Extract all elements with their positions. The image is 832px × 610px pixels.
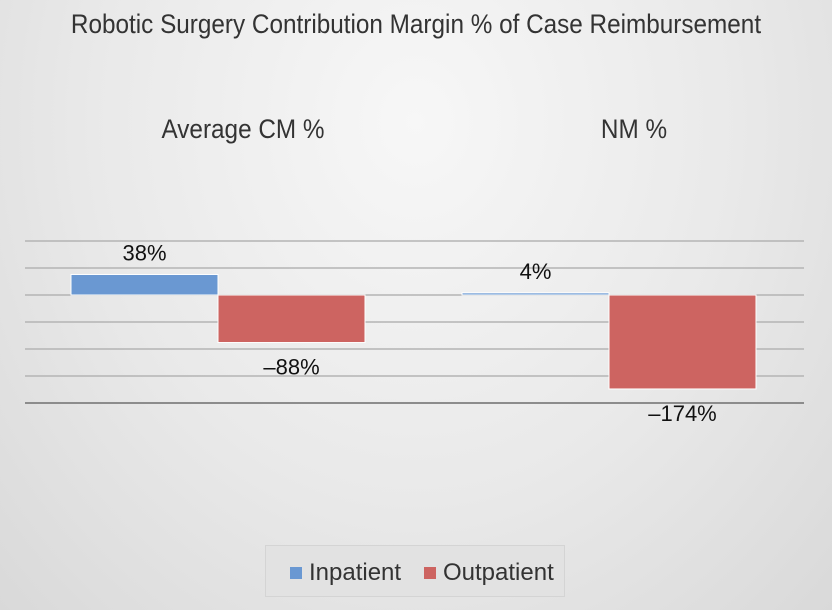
legend-label-inpatient: Inpatient (309, 559, 402, 586)
data-label-inpatient-1: 4% (520, 259, 552, 284)
bar-inpatient-1 (461, 292, 610, 296)
category-label-average-cm: Average CM % (161, 114, 325, 144)
bar-outpatient-1 (608, 294, 757, 390)
chart-title: Robotic Surgery Contribution Margin % of… (70, 9, 762, 39)
legend-swatch-outpatient (424, 567, 436, 579)
data-label-inpatient-0: 38% (122, 240, 166, 265)
bar-outpatient-0 (217, 294, 366, 344)
legend-item-outpatient: Outpatient (424, 559, 554, 587)
legend-swatch-inpatient (290, 567, 302, 579)
bar-inpatient-0 (70, 273, 219, 296)
legend: Inpatient Outpatient (265, 545, 565, 597)
legend-label-outpatient: Outpatient (443, 559, 554, 586)
data-label-outpatient-1: –174% (648, 401, 717, 426)
data-label-outpatient-0: –88% (263, 355, 319, 380)
legend-item-inpatient: Inpatient (290, 559, 401, 587)
category-label-nm: NM % (600, 114, 668, 144)
